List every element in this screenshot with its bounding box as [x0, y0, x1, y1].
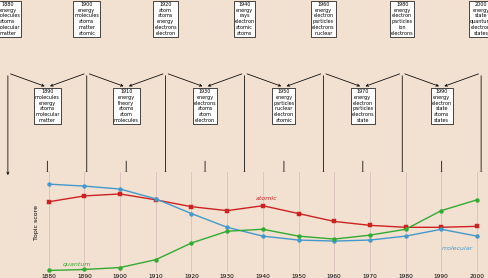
Text: 2000
energy
state
quantum
electron
states: 2000 energy state quantum electron state… [469, 2, 488, 36]
Text: quantum: quantum [63, 262, 91, 267]
Text: 1910
energy
theory
atoms
atom
molecules: 1910 energy theory atoms atom molecules [114, 89, 138, 123]
Text: 1970
energy
electron
particles
electrons
state: 1970 energy electron particles electrons… [351, 89, 373, 123]
Text: molecular: molecular [441, 246, 472, 251]
Y-axis label: Topic score: Topic score [34, 205, 39, 240]
Text: 1890
molecules
energy
atoms
molecular
matter: 1890 molecules energy atoms molecular ma… [35, 89, 60, 123]
Text: 1930
energy
electrons
atoms
atom
electron: 1930 energy electrons atoms atom electro… [193, 89, 216, 123]
Text: 1940
energy
rays
electron
atomic
atoms: 1940 energy rays electron atomic atoms [234, 2, 254, 36]
Text: 1990
energy
electron
state
atoms
states: 1990 energy electron state atoms states [431, 89, 451, 123]
Text: 1960
energy
electron
particles
electrons
nuclear: 1960 energy electron particles electrons… [311, 2, 334, 36]
Text: atomic: atomic [255, 196, 277, 201]
Text: 1980
energy
electron
particles
ion
electrons: 1980 energy electron particles ion elect… [390, 2, 413, 36]
Text: 1920
atom
atoms
energy
electrons
electron: 1920 atom atoms energy electrons electro… [154, 2, 177, 36]
Text: 1900
energy
molecules
atoms
matter
atomic: 1900 energy molecules atoms matter atomi… [74, 2, 99, 36]
Text: 1950
energy
particles
nuclear
electron
atomic: 1950 energy particles nuclear electron a… [273, 89, 294, 123]
Text: 1880
energy
molecules
atoms
molecular
matter: 1880 energy molecules atoms molecular ma… [0, 2, 20, 36]
